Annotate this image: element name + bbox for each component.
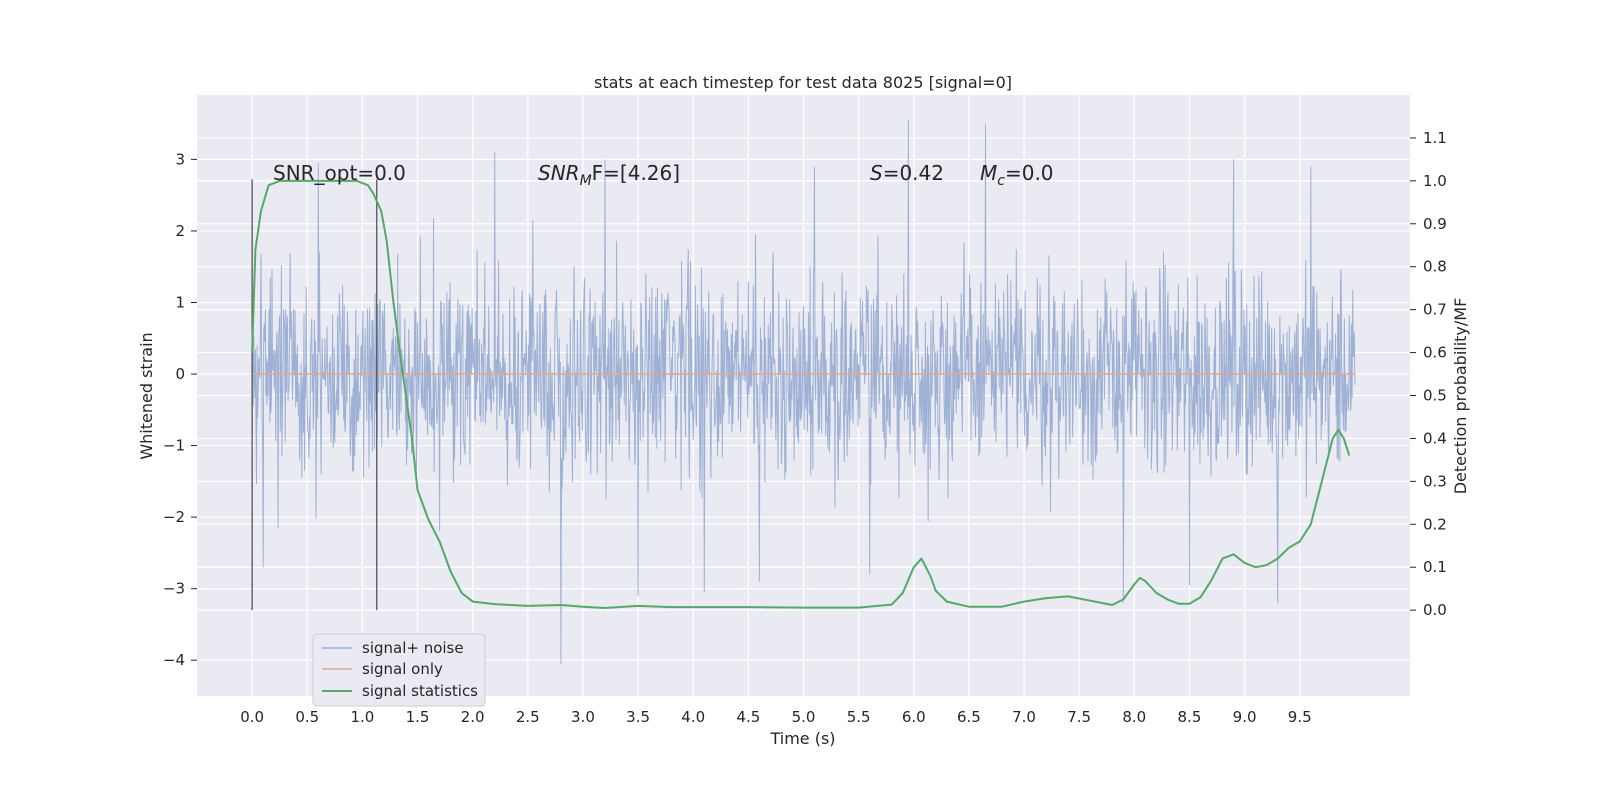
snr-mf-rest: F=[4.26] — [592, 161, 680, 185]
y2-tick-label: 1.0 — [1423, 172, 1447, 190]
annotation-s: S=0.42 — [870, 161, 944, 185]
x-tick-label: 6.5 — [957, 708, 981, 726]
y2-tick-label: 0.7 — [1423, 301, 1447, 319]
mc-sub: c — [997, 173, 1005, 189]
x-tick-label: 3.5 — [626, 708, 650, 726]
annotation-snr-opt: SNR_opt=0.0 — [273, 161, 406, 185]
mc-rest: =0.0 — [1005, 161, 1054, 185]
x-tick-label: 3.0 — [571, 708, 595, 726]
y2-tick-label: 0.8 — [1423, 258, 1447, 276]
signal-statistics-line — [251, 179, 1351, 609]
x-axis-label: Time (s) — [769, 729, 835, 748]
y-tick-label: −1 — [163, 437, 185, 455]
s-rest: =0.42 — [883, 161, 944, 185]
x-tick-label: 1.5 — [406, 708, 430, 726]
x-tick-label: 0.5 — [295, 708, 319, 726]
y-axis-label: Whitened strain — [137, 332, 156, 459]
x-tick-label: 9.5 — [1288, 708, 1312, 726]
ticks: 0.0 0.5 1.0 1.5 2.0 2.5 3.0 3.5 4.0 4.5 5.0 5.5 6.0 6… — [163, 129, 1447, 726]
y-tick-label: −4 — [163, 651, 185, 669]
y2-tick-label: 0.1 — [1423, 558, 1447, 576]
y2-tick-label: 0.5 — [1423, 387, 1447, 405]
x-tick-label: 8.5 — [1178, 708, 1202, 726]
signal-plus-noise-line — [251, 119, 1356, 664]
x-tick-label: 6.0 — [902, 708, 926, 726]
y2-tick-label: 0.0 — [1423, 601, 1447, 619]
vertical-markers — [251, 179, 378, 611]
legend: signal+ noise signal only signal statist… — [312, 633, 486, 707]
y2-tick-label: 0.6 — [1423, 344, 1447, 362]
y2-tick-label: 0.3 — [1423, 472, 1447, 490]
chart-title: stats at each timestep for test data 802… — [594, 73, 1012, 92]
series-signal-statistics — [251, 179, 1351, 609]
y-tick-label: 1 — [175, 293, 185, 311]
mc-base: M — [980, 161, 997, 185]
x-tick-label: 4.0 — [681, 708, 705, 726]
x-tick-label: 9.0 — [1233, 708, 1257, 726]
x-tick-label: 7.5 — [1067, 708, 1091, 726]
x-tick-label: 4.5 — [736, 708, 760, 726]
y-tick-label: 2 — [175, 222, 185, 240]
legend-label-signal-only: signal only — [362, 660, 443, 678]
x-tick-label: 7.0 — [1012, 708, 1036, 726]
legend-label-signal-statistics: signal statistics — [362, 682, 478, 700]
y2-tick-label: 0.4 — [1423, 429, 1447, 447]
annotation-snr-mf: SNRMF=[4.26] — [538, 161, 680, 189]
x-tick-label: 5.5 — [847, 708, 871, 726]
x-tick-label: 5.0 — [792, 708, 816, 726]
x-tick-label: 8.0 — [1122, 708, 1146, 726]
y-tick-label: 0 — [175, 365, 185, 383]
y-tick-label: 3 — [175, 150, 185, 168]
annotation-mc: Mc=0.0 — [980, 161, 1054, 189]
legend-label-signal-plus-noise: signal+ noise — [362, 639, 464, 657]
x-tick-label: 2.0 — [461, 708, 485, 726]
y2-tick-label: 0.9 — [1423, 215, 1447, 233]
y-tick-label: −3 — [163, 580, 185, 598]
y2-tick-label: 0.2 — [1423, 515, 1447, 533]
s-italic: S — [870, 161, 883, 185]
legend-box — [312, 633, 486, 707]
snr-mf-base: SNR — [538, 161, 580, 185]
y-tick-label: −2 — [163, 508, 185, 526]
x-tick-label: 1.0 — [350, 708, 374, 726]
snr-mf-sub: M — [580, 173, 592, 189]
y2-tick-label: 1.1 — [1423, 129, 1447, 147]
x-tick-label: 0.0 — [240, 708, 264, 726]
series-signal-plus-noise — [251, 119, 1356, 664]
y2-axis-label: Detection probability/MF — [1451, 298, 1470, 495]
x-tick-label: 2.5 — [516, 708, 540, 726]
